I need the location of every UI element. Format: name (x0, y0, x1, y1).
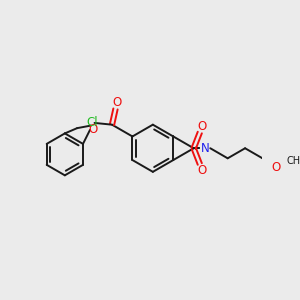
Text: N: N (201, 142, 209, 155)
Text: Cl: Cl (86, 116, 98, 129)
Text: O: O (197, 164, 206, 177)
Text: O: O (197, 120, 206, 133)
Text: O: O (271, 160, 280, 173)
Text: CH₃: CH₃ (286, 156, 300, 166)
Text: O: O (88, 123, 98, 136)
Text: O: O (112, 96, 122, 109)
